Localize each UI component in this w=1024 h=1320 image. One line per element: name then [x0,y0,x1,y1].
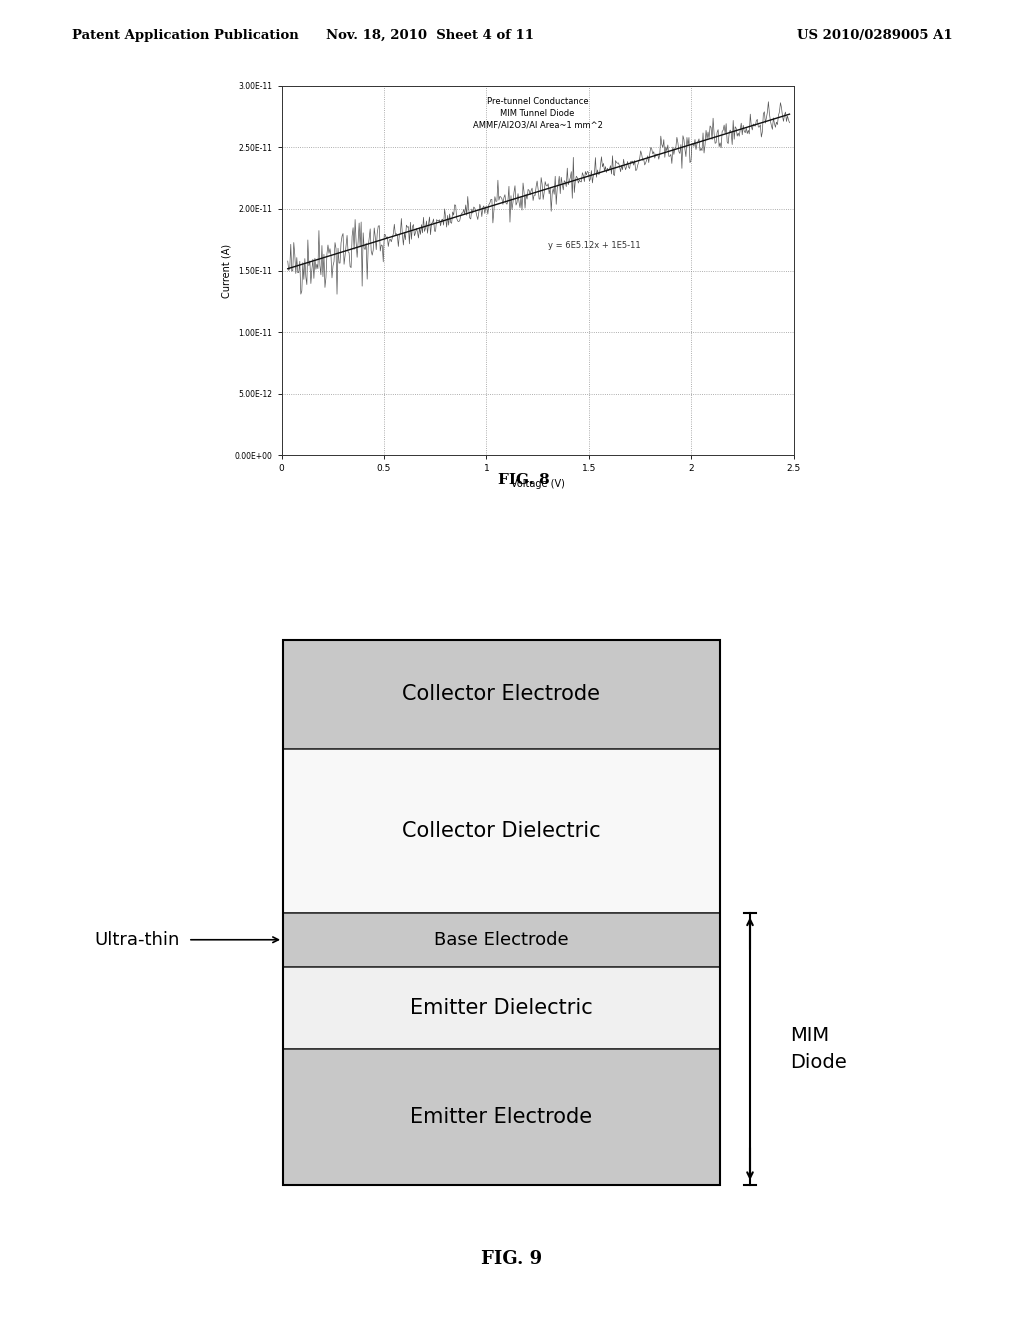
Text: MIM
Diode: MIM Diode [790,1026,847,1072]
Bar [283,968,720,1049]
Text: Emitter Dielectric: Emitter Dielectric [411,998,593,1018]
Bar [283,912,720,968]
Text: Collector Dielectric: Collector Dielectric [402,821,601,841]
Bar [283,640,720,748]
X-axis label: Voltage (V): Voltage (V) [511,479,564,488]
Text: y = 6E5.12x + 1E5-11: y = 6E5.12x + 1E5-11 [548,242,640,251]
Text: Pre-tunnel Conductance
MIM Tunnel Diode
AMMF/Al2O3/Al Area~1 mm^2: Pre-tunnel Conductance MIM Tunnel Diode … [473,96,602,129]
Text: Emitter Electrode: Emitter Electrode [411,1107,593,1127]
Text: Patent Application Publication: Patent Application Publication [72,29,298,42]
Text: Collector Electrode: Collector Electrode [402,685,600,705]
Text: Base Electrode: Base Electrode [434,931,568,949]
Text: FIG. 8: FIG. 8 [499,473,550,487]
Bar [283,748,720,912]
Bar [283,1049,720,1185]
Y-axis label: Current (A): Current (A) [222,243,231,298]
Text: Nov. 18, 2010  Sheet 4 of 11: Nov. 18, 2010 Sheet 4 of 11 [326,29,535,42]
Text: Ultra-thin: Ultra-thin [94,931,180,949]
Bar [283,640,720,1185]
Text: FIG. 9: FIG. 9 [481,1250,543,1269]
Text: US 2010/0289005 A1: US 2010/0289005 A1 [797,29,952,42]
